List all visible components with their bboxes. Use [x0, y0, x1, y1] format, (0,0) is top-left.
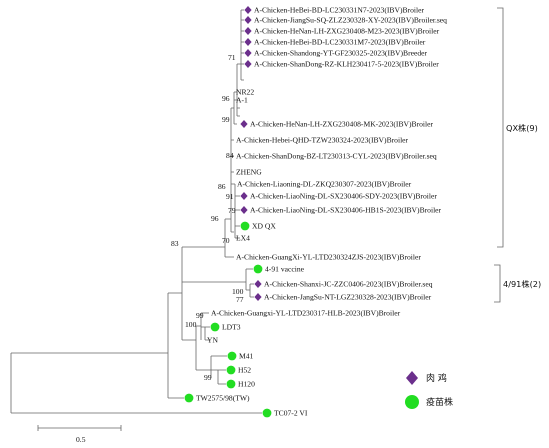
taxon-label: A-Chicken-ShanDong-BZ-LT230313-CYL-2023(… — [236, 152, 437, 161]
qx-bracket — [497, 7, 504, 248]
bootstrap-value: 91 — [226, 192, 234, 201]
bootstrap-value: 79 — [228, 206, 236, 215]
branch — [230, 91, 237, 233]
branch — [10, 293, 262, 414]
legend-label-broiler: 肉 鸡 — [426, 372, 447, 384]
taxon-label: M41 — [239, 352, 254, 361]
taxon-label: 4-91 vaccine — [265, 265, 305, 274]
branch — [236, 9, 244, 116]
bootstrap-value: 86 — [218, 182, 226, 191]
vaccine-circle-icon — [262, 408, 272, 418]
branch — [182, 355, 227, 399]
broiler-diamond-icon — [244, 6, 252, 14]
taxon-label: A-Chicken-GuangXi-YL-LTD230324ZJS-2023(I… — [236, 253, 421, 262]
taxon-label: A-Chicken-JangSu-NT-LGZ230328-2023(IBV)B… — [264, 293, 432, 302]
taxon-label: A-Chicken-Guangxi-YL-LTD230317-HLB-2023(… — [211, 309, 401, 318]
bootstrap-value: 99 — [204, 373, 212, 382]
taxon-label: NR22 — [236, 88, 254, 97]
bootstrap-value: 100 — [232, 287, 244, 296]
taxon-label: A-Chicken-LiaoNing-DL-SX230406-HB1S-2023… — [250, 206, 442, 215]
broiler-diamond-icon — [240, 206, 248, 214]
taxon-label: TW2575/98(TW) — [196, 394, 250, 403]
bootstrap-value: 83 — [171, 239, 179, 248]
taxon-label: A-Chicken-HeNan-LH-ZXG230408-M23-2023(IB… — [254, 27, 440, 36]
scale-bar-line — [37, 425, 122, 431]
taxon-label: A-Chicken-Shandong-YT-GF230325-2023(IBV)… — [254, 49, 428, 58]
branch — [231, 107, 240, 173]
taxon-label: H52 — [238, 366, 251, 375]
legend-diamond-icon — [406, 371, 418, 385]
491-bracket — [494, 264, 501, 303]
taxon-label: A-Chicken-LiaoNing-DL-SX230406-SDY-2023(… — [250, 192, 437, 201]
bootstrap-value: 99 — [196, 311, 204, 320]
taxon-label: A-Chicken-ShanDong-RZ-KLH230417-5-2023(I… — [254, 60, 439, 69]
broiler-diamond-icon — [240, 192, 248, 200]
vaccine-circle-icon — [184, 393, 194, 403]
bootstrap-value: 71 — [228, 53, 236, 62]
group-label-491: 4/91株(2) — [503, 279, 541, 289]
scale-bar-label: 0.5 — [76, 435, 86, 444]
broiler-diamond-icon — [244, 38, 252, 46]
tree-branches — [10, 9, 262, 414]
broiler-diamond-icon — [240, 120, 248, 128]
branch — [168, 218, 234, 340]
taxon-label: A-Chicken-HeBei-BD-LC230331M7-2023(IBV)B… — [254, 38, 426, 47]
broiler-diamond-icon — [254, 293, 262, 301]
taxon-label: XD QX — [252, 222, 276, 231]
bootstrap-value: 84 — [226, 151, 234, 160]
broiler-diamond-icon — [244, 60, 252, 68]
taxon-label: A-Chicken-HeNan-LH-ZXG230408-MK-2023(IBV… — [250, 120, 434, 129]
taxon-label: LDT3 — [222, 323, 241, 332]
bootstrap-value: 100 — [185, 320, 197, 329]
legend: 肉 鸡 疫苗株 — [405, 371, 453, 409]
vaccine-circle-icon — [226, 365, 236, 375]
taxon-label: A-Chicken-HeBei-BD-LC230331N7-2023(IBV)B… — [254, 6, 424, 15]
vaccine-circle-icon — [240, 221, 250, 231]
taxon-label: A-Chicken-JiangSu-SQ-ZLZ230328-XY-2023(I… — [254, 16, 447, 25]
taxa-layer: A-Chicken-HeBei-BD-LC230331N7-2023(IBV)B… — [184, 6, 447, 418]
broiler-diamond-icon — [244, 49, 252, 57]
branch — [231, 183, 240, 239]
vaccine-circle-icon — [210, 322, 220, 332]
broiler-diamond-icon — [244, 16, 252, 24]
broiler-diamond-icon — [254, 280, 262, 288]
vaccine-circle-icon — [227, 351, 237, 361]
bootstrap-value: 99 — [222, 115, 230, 124]
taxon-label: H120 — [238, 380, 255, 389]
broiler-diamond-icon — [244, 27, 252, 35]
taxon-label: TC07-2 VI — [274, 409, 308, 418]
taxon-label: ZHENG — [236, 168, 262, 177]
taxon-label: LX4 — [236, 234, 250, 243]
bootstrap-value: 96 — [211, 214, 219, 223]
branch — [182, 268, 254, 298]
taxon-label: A-Chicken-Shanxi-JC-ZZC0406-2023(IBV)Bro… — [264, 280, 433, 289]
group-brackets: QX株(9) 4/91株(2) — [494, 7, 541, 303]
scale-bar: 0.5 — [37, 425, 122, 444]
bootstrap-value: 77 — [236, 295, 244, 304]
taxon-label: A-1 — [236, 96, 248, 105]
legend-label-vaccine: 疫苗株 — [426, 396, 453, 408]
bootstrap-value: 70 — [222, 236, 230, 245]
bootstrap-value: 96 — [222, 94, 230, 103]
group-label-qx: QX株(9) — [506, 123, 538, 133]
taxon-label: A-Chicken-Liaoning-DL-ZKQ230307-2023(IBV… — [237, 180, 412, 189]
legend-circle-icon — [405, 395, 419, 409]
vaccine-circle-icon — [253, 264, 263, 274]
taxon-label: A-Chicken-Hebei-QHD-TZW230324-2023(IBV)B… — [236, 136, 409, 145]
vaccine-circle-icon — [226, 379, 236, 389]
branch — [182, 312, 210, 370]
taxon-label: YN — [207, 336, 218, 345]
